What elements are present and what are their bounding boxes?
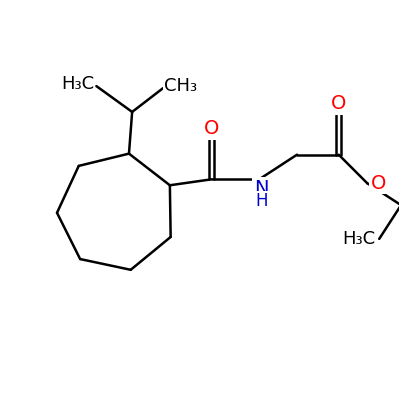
Text: CH₃: CH₃ [164,77,198,95]
Text: N: N [254,178,268,198]
Text: H₃C: H₃C [342,230,375,248]
Text: H: H [255,192,268,210]
Text: O: O [331,94,346,113]
Text: O: O [204,119,219,138]
Text: H₃C: H₃C [61,75,94,93]
Text: O: O [371,174,386,193]
